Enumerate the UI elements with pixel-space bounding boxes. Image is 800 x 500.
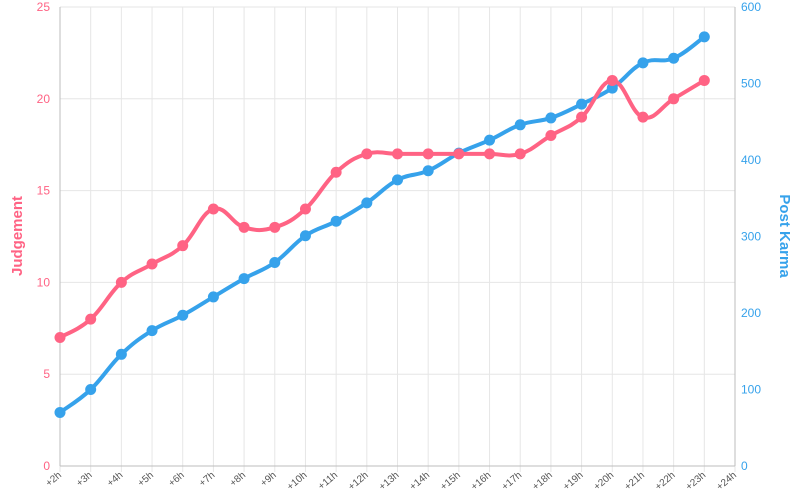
left-axis-title: Judgement	[9, 196, 26, 276]
data-point-judgement	[146, 258, 158, 270]
data-point-judgement	[299, 203, 311, 215]
left-y-tick-label: 25	[37, 0, 51, 14]
x-tick-label: +22h	[653, 470, 677, 493]
grid	[59, 6, 736, 472]
data-point-post-karma	[637, 57, 649, 69]
data-point-post-karma	[668, 52, 680, 64]
data-point-judgement	[698, 74, 710, 86]
data-point-judgement	[207, 203, 219, 215]
data-point-judgement	[115, 276, 127, 288]
series-line-judgement	[58, 78, 707, 340]
axes	[59, 7, 736, 467]
data-point-judgement	[545, 130, 557, 142]
left-y-tick-label: 0	[43, 459, 50, 473]
right-axis-title: Post Karma	[776, 194, 793, 278]
right-y-tick-label: 200	[741, 306, 761, 320]
data-point-post-karma	[422, 165, 434, 177]
x-tick-label: +18h	[531, 470, 555, 493]
right-y-tick-label: 300	[741, 230, 761, 244]
series-post-karma	[54, 31, 710, 418]
right-y-tick-labels: 0 100 200 300 400 500 600	[741, 0, 761, 473]
data-point-judgement	[392, 148, 403, 160]
data-point-judgement	[269, 221, 281, 233]
data-point-judgement	[484, 148, 496, 160]
x-tick-label: +15h	[438, 470, 462, 493]
right-y-tick-label: 500	[741, 77, 761, 91]
x-tick-label: +11h	[316, 470, 340, 492]
data-point-judgement	[668, 93, 680, 105]
x-tick-label: +12h	[346, 470, 370, 493]
x-tick-label: +20h	[592, 470, 616, 493]
data-point-post-karma	[361, 197, 373, 209]
left-y-tick-label: 20	[37, 92, 51, 106]
x-tick-label: +8h	[228, 470, 248, 489]
data-point-post-karma	[115, 348, 127, 360]
data-point-judgement	[606, 74, 618, 86]
right-y-tick-label: 600	[741, 0, 761, 14]
x-tick-label: +5h	[136, 470, 156, 489]
left-y-tick-label: 15	[37, 184, 51, 198]
x-tick-label: +4h	[105, 470, 125, 489]
data-point-post-karma	[54, 406, 66, 418]
data-point-judgement	[177, 240, 189, 252]
left-y-tick-labels: 0 5 10 15 20 25	[37, 0, 51, 473]
data-point-judgement	[637, 111, 649, 123]
x-tick-label: +3h	[75, 470, 95, 489]
data-point-post-karma	[484, 134, 496, 146]
data-point-judgement	[422, 148, 434, 160]
data-point-post-karma	[299, 230, 311, 242]
right-y-tick-label: 0	[741, 459, 748, 473]
x-tick-label: +6h	[167, 470, 187, 489]
series-judgement	[54, 74, 710, 343]
left-y-tick-label: 5	[43, 367, 50, 381]
x-tick-label: +13h	[377, 470, 401, 493]
data-point-post-karma	[576, 98, 588, 110]
data-point-post-karma	[146, 325, 158, 337]
x-tick-label: +24h	[715, 470, 739, 493]
data-point-post-karma	[85, 384, 97, 395]
data-point-judgement	[330, 166, 342, 178]
x-tick-label: +19h	[561, 470, 585, 493]
x-tick-label: +17h	[500, 470, 524, 493]
right-y-tick-label: 100	[741, 383, 761, 397]
x-tick-label: +9h	[259, 470, 279, 489]
data-point-post-karma	[392, 174, 403, 186]
data-point-post-karma	[606, 82, 618, 94]
right-y-tick-label: 400	[741, 153, 761, 167]
x-tick-label: +7h	[197, 470, 217, 489]
x-tick-label: +14h	[408, 470, 432, 493]
data-point-post-karma	[545, 112, 557, 124]
data-point-judgement	[238, 221, 250, 233]
data-point-post-karma	[177, 309, 189, 321]
x-tick-label: +16h	[469, 470, 493, 493]
data-point-post-karma	[514, 119, 526, 131]
data-point-post-karma	[698, 31, 710, 43]
data-point-post-karma	[238, 273, 250, 285]
x-tick-labels: +2h +3h +4h +5h +6h +7h +8h +9h +10h +11h +12h +13h…	[44, 470, 739, 493]
series-line-post-karma	[58, 34, 707, 415]
x-tick-label: +23h	[684, 470, 708, 493]
data-point-post-karma	[207, 291, 219, 303]
x-tick-label: +21h	[623, 470, 647, 493]
data-point-judgement	[361, 148, 373, 160]
left-y-tick-label: 10	[37, 275, 51, 289]
data-point-judgement	[576, 111, 588, 123]
data-point-post-karma	[269, 257, 281, 269]
x-tick-label: +10h	[285, 470, 309, 493]
series-layer	[54, 31, 710, 418]
data-point-judgement	[85, 313, 97, 325]
data-point-judgement	[514, 148, 526, 160]
data-point-judgement	[54, 331, 66, 343]
data-point-post-karma	[330, 215, 342, 227]
data-point-judgement	[453, 148, 465, 160]
